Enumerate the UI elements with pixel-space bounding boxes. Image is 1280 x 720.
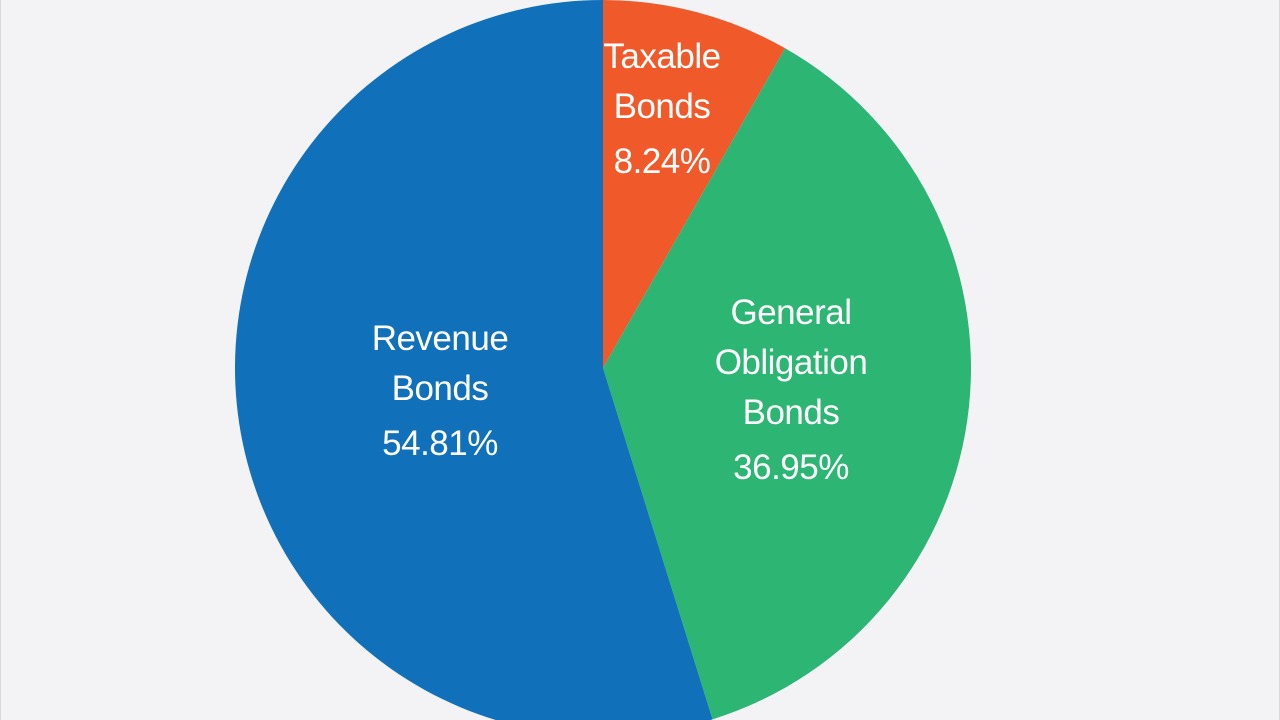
slice-name-label: General: [730, 293, 851, 332]
slice-name-label: Revenue: [372, 319, 509, 358]
slice-name-label: Bonds: [743, 393, 840, 432]
slice-value-label: 54.81%: [382, 424, 498, 463]
slice-name-label: Bonds: [614, 87, 711, 126]
pie-slice-revenue-bonds: [235, 0, 713, 720]
slice-value-label: 8.24%: [614, 142, 711, 181]
slice-name-label: Taxable: [603, 37, 720, 76]
pie-slice-general-obligation-bonds: [603, 48, 971, 720]
slice-name-label: Obligation: [715, 343, 868, 382]
slice-label-taxable-bonds: Taxable Bonds 8.24%: [603, 37, 721, 181]
slice-name-label: Bonds: [392, 369, 489, 408]
slice-label-general-obligation-bonds: General Obligation Bonds 36.95%: [715, 293, 868, 487]
slice-value-label: 36.95%: [733, 448, 849, 487]
slice-label-revenue-bonds: Revenue Bonds 54.81%: [372, 319, 509, 463]
pie-slice-taxable-bonds: [603, 0, 786, 368]
left-border-line: [0, 0, 1, 720]
